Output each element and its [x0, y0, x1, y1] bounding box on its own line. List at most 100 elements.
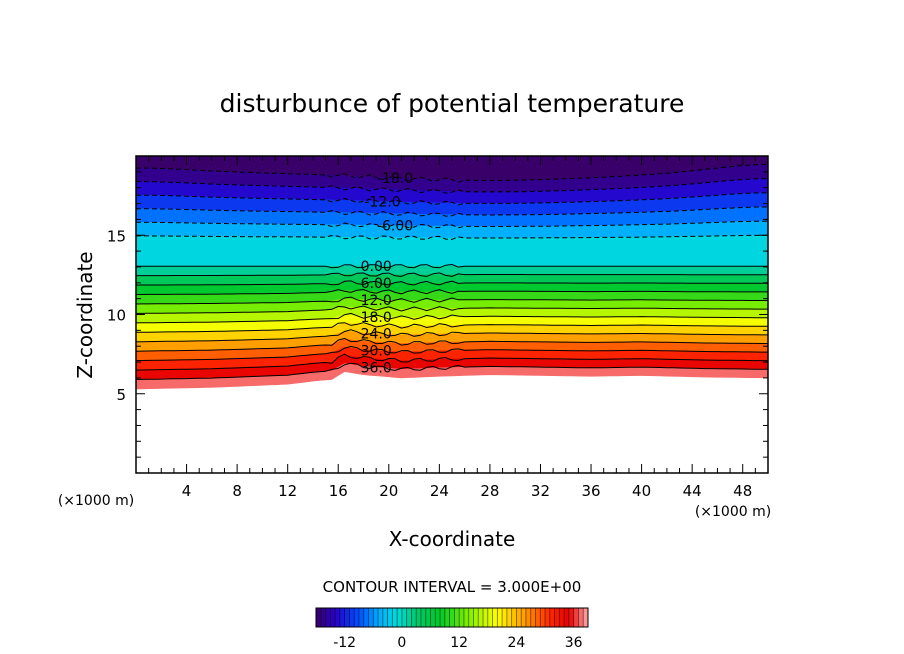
contour-line	[136, 192, 768, 206]
colorbar-segment	[368, 608, 374, 627]
contour-label: 30.0	[361, 344, 392, 360]
colorbar-border	[315, 607, 589, 628]
colorbar-segment	[335, 608, 341, 627]
colorbar-tick-label: 12	[450, 635, 468, 651]
colorbar-segment	[463, 608, 469, 627]
x-tick-label: 36	[581, 482, 600, 500]
colorbar-segment	[425, 608, 431, 627]
y-axis-unit: (×1000 m)	[58, 493, 134, 509]
colorbar-segment	[487, 608, 493, 627]
colorbar-segment	[473, 608, 479, 627]
colorbar-segment	[483, 608, 489, 627]
colorbar-segment	[549, 608, 555, 627]
colorbar-segment	[444, 608, 450, 627]
contour-line	[136, 345, 768, 362]
colorbar-segment	[535, 608, 541, 627]
contour-line	[136, 234, 768, 240]
colorbar-segment	[578, 608, 584, 627]
colorbar-segment	[583, 608, 589, 627]
colorbar-segment	[554, 608, 560, 627]
x-tick-label: 16	[329, 482, 348, 500]
colorbar-segment	[573, 608, 579, 627]
contour-line	[136, 220, 768, 229]
colorbar-segment	[392, 608, 398, 627]
colorbar-segment	[344, 608, 350, 627]
colorbar-segment	[378, 608, 384, 627]
colorbar-segment	[354, 608, 360, 627]
colorbar-segment	[449, 608, 455, 627]
colorbar-segment	[468, 608, 474, 627]
colorbar-segment	[440, 608, 446, 627]
y-axis-label: Z-coordinate	[73, 251, 97, 378]
contour-label: 0.00	[361, 259, 392, 275]
contour-line	[136, 322, 768, 333]
contour-line	[136, 163, 768, 183]
colorbar-segment	[564, 608, 570, 627]
x-tick-label: 48	[733, 482, 752, 500]
colorbar-segment	[320, 608, 326, 627]
colorbar-segment	[521, 608, 527, 627]
x-tick-label: 44	[683, 482, 702, 500]
x-tick-label: 32	[531, 482, 550, 500]
x-tick-label: 4	[182, 482, 192, 500]
contour-label: 12.0	[361, 293, 392, 309]
contour-line	[136, 263, 768, 269]
colorbar-segment	[325, 608, 331, 627]
contour-line	[136, 296, 768, 305]
contour-line	[136, 353, 768, 371]
x-axis-unit: (×1000 m)	[695, 504, 771, 520]
contour-line	[136, 178, 768, 194]
colorbar-segment	[492, 608, 498, 627]
contour-label: -12.0	[364, 195, 400, 211]
colorbar-tick-label: 36	[565, 635, 583, 651]
colorbar-segment	[506, 608, 512, 627]
colorbar-segment	[559, 608, 565, 627]
colorbar-segment	[397, 608, 403, 627]
x-tick-label: 20	[379, 482, 398, 500]
colorbar-segment	[502, 608, 508, 627]
contour-line	[136, 288, 768, 295]
colorbar-segment	[459, 608, 465, 627]
contour-interval-label: CONTOUR INTERVAL = 3.000E+00	[323, 578, 582, 596]
x-tick-label: 28	[480, 482, 499, 500]
colorbar-segment	[454, 608, 460, 627]
colorbar-segment	[349, 608, 355, 627]
field-band	[136, 234, 768, 267]
colorbar-segment	[516, 608, 522, 627]
colorbar-segment	[497, 608, 503, 627]
colorbar-segment	[435, 608, 441, 627]
contour-line	[136, 206, 768, 217]
colorbar-segment	[420, 608, 427, 627]
colorbar-segment	[430, 608, 436, 627]
contour-lines	[136, 163, 768, 380]
chart-title: disturbunce of potential temperature	[220, 89, 685, 118]
contour-label: -18.0	[377, 171, 413, 187]
colorbar-segment	[411, 608, 417, 627]
x-tick-label: 12	[278, 482, 297, 500]
colorbar-segment	[330, 608, 336, 627]
y-tick-label: 5	[116, 386, 126, 404]
contour-label: -6.00	[377, 219, 413, 235]
colorbar-segment	[406, 608, 412, 627]
colorbar-segment	[316, 608, 322, 627]
x-tick-label: 24	[430, 482, 449, 500]
colorbar-segment	[568, 608, 574, 627]
colorbar-segment	[373, 608, 379, 627]
x-axis-label: X-coordinate	[389, 527, 516, 551]
colorbar-segment	[387, 608, 393, 627]
colorbar-segment	[358, 608, 365, 627]
colorbar-segment	[416, 608, 422, 627]
colorbar-segment	[525, 608, 532, 627]
contour-label: 18.0	[361, 310, 392, 326]
colorbar: -12 0 12 24 36	[315, 607, 589, 651]
contour-line	[136, 272, 768, 277]
colorbar-tick-label: 24	[508, 635, 526, 651]
contour-line	[136, 329, 768, 343]
colorbar-tick-label: 0	[397, 635, 406, 651]
colorbar-segment	[401, 608, 407, 627]
y-tick-label: 15	[107, 227, 126, 245]
colorbar-segments	[315, 607, 589, 628]
y-tick-label: 10	[107, 307, 126, 325]
